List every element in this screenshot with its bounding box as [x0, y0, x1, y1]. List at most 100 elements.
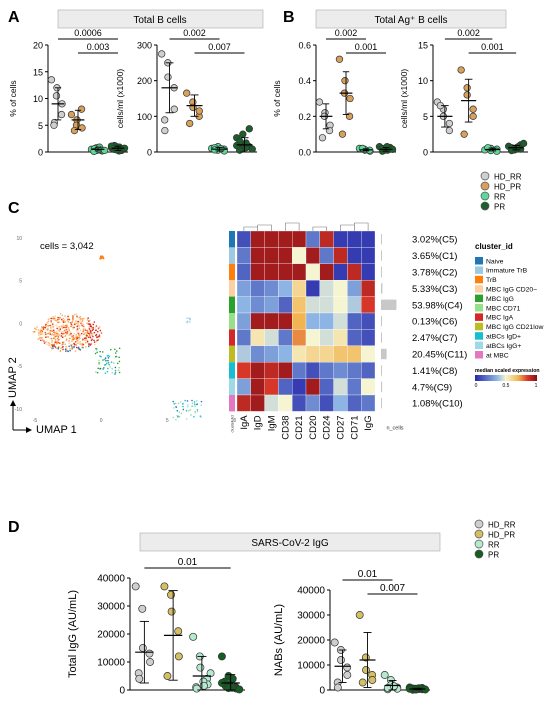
umap-point	[85, 332, 87, 334]
ncells-bar	[381, 381, 383, 392]
umap-point	[61, 330, 63, 333]
heatmap-cell	[236, 378, 251, 396]
heatmap-cell	[250, 345, 265, 363]
umap-point	[196, 400, 198, 402]
umap-point	[59, 317, 61, 319]
umap-point	[90, 325, 93, 328]
umap-point	[84, 328, 87, 330]
umap-point	[76, 326, 79, 329]
umap-point	[40, 333, 42, 336]
heatmap-col-label: IgG	[363, 415, 374, 430]
p-value-label: 0.0006	[74, 28, 102, 38]
row-cluster-swatch	[229, 247, 235, 264]
umap-point	[194, 412, 197, 414]
umap-point	[85, 337, 87, 339]
data-point	[337, 656, 345, 664]
umap-point	[54, 338, 57, 341]
heatmap-cell	[305, 378, 320, 396]
umap-point	[64, 321, 66, 323]
umap-point	[177, 402, 180, 405]
cluster-legend-label: Immature TrB	[486, 268, 528, 275]
umap-point	[65, 331, 67, 334]
umap-point	[64, 335, 66, 338]
umap-point	[175, 418, 177, 421]
umap-point	[98, 359, 100, 362]
heatmap-cell	[305, 263, 320, 281]
umap-point	[60, 347, 62, 350]
panel-letter-b: B	[283, 9, 295, 26]
p-value-label: 0.002	[335, 28, 358, 38]
umap-point	[173, 403, 176, 405]
umap-point	[66, 316, 69, 319]
umap-point	[47, 318, 50, 321]
ncells-bar	[381, 234, 382, 245]
heatmap-cell	[347, 296, 362, 314]
heatmap-cell	[250, 378, 265, 396]
umap-point	[114, 373, 116, 375]
heatmap-cell	[347, 230, 362, 248]
data-point	[78, 124, 86, 132]
umap-point	[52, 316, 55, 318]
umap-point	[117, 369, 120, 371]
umap-point	[178, 411, 181, 414]
umap-point	[105, 362, 108, 365]
cluster-legend-label: TrB	[486, 277, 497, 284]
y-tick-label: 100	[137, 112, 152, 122]
cluster-heatmap: 3.02%(C5) 3.65%(C1) 3.78%(C2) 5.33%(C3) 53.9…	[229, 222, 467, 440]
y-tick-label: 0	[423, 148, 428, 158]
umap-point	[88, 326, 91, 328]
umap-point	[38, 330, 41, 333]
umap-point	[88, 331, 91, 334]
data-point	[135, 674, 144, 683]
umap-point	[61, 344, 63, 346]
heatmap-cell	[264, 329, 279, 346]
data-point	[145, 649, 154, 658]
heatmap-cell	[361, 296, 376, 314]
umap-point	[88, 330, 91, 332]
data-point	[239, 130, 247, 138]
legend-label: PR	[488, 551, 499, 560]
umap-point	[174, 402, 177, 405]
umap-point	[87, 332, 90, 335]
umap-point	[61, 314, 64, 317]
umap-point	[71, 315, 74, 317]
umap-point	[175, 405, 177, 408]
colorbar-tick: 0.5	[503, 383, 510, 389]
umap-point	[56, 330, 58, 333]
heatmap-cell	[250, 296, 265, 314]
umap-point	[70, 334, 73, 336]
umap-point	[75, 322, 78, 325]
umap-point	[90, 339, 93, 342]
legend-swatch	[474, 539, 484, 549]
umap-point	[60, 335, 63, 337]
legend-label: HD_PR	[494, 183, 521, 192]
umap-point	[69, 337, 71, 340]
data-point	[195, 107, 203, 115]
umap-point	[100, 355, 102, 358]
umap-point	[53, 337, 55, 340]
data-point	[463, 84, 471, 92]
heatmap-cell	[250, 263, 265, 281]
heatmap-cell	[333, 296, 348, 314]
heatmap-col-label: CD71	[349, 415, 360, 439]
heatmap-cell	[264, 378, 279, 396]
y-tick-label: 0.2	[298, 112, 311, 122]
y-tick-label: 0	[147, 148, 152, 158]
umap-point	[97, 339, 99, 341]
heatmap-cell	[292, 280, 307, 297]
umap-point	[44, 341, 46, 343]
heatmap-cell	[361, 329, 376, 346]
heatmap-cell	[305, 230, 320, 248]
umap-point	[103, 367, 105, 369]
cluster-legend-swatch	[475, 285, 483, 293]
umap-y-tick: 10	[16, 236, 22, 242]
umap-point	[65, 326, 67, 329]
y-tick-label: 300	[137, 41, 152, 51]
data-point	[206, 669, 215, 678]
umap-point	[73, 313, 76, 316]
chart-title-b: Total Ag⁺ B cells	[374, 15, 447, 26]
umap-point	[97, 336, 100, 338]
data-point	[245, 125, 253, 133]
heatmap-col-label: IgD	[253, 415, 264, 430]
